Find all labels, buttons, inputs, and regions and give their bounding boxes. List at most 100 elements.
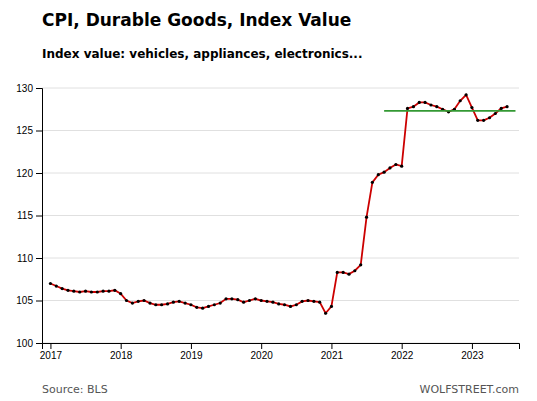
x-axis: 2017 2018 2019 2020 2021 2022 2023 xyxy=(40,343,520,361)
data-point xyxy=(166,302,169,305)
x-tick-mark xyxy=(331,343,332,349)
data-point xyxy=(465,93,468,96)
grid-line xyxy=(42,88,519,89)
data-point xyxy=(248,299,251,302)
data-point xyxy=(459,99,462,102)
y-tick-mark xyxy=(36,88,42,89)
x-tick-mark xyxy=(191,343,192,349)
grid xyxy=(42,88,519,343)
y-axis-line xyxy=(36,89,43,344)
data-point xyxy=(324,312,327,315)
data-point xyxy=(494,112,497,115)
data-point xyxy=(394,163,397,166)
data-point xyxy=(412,105,415,108)
x-tick-label: 2020 xyxy=(251,350,274,361)
grid-line xyxy=(42,173,519,174)
source-right: WOLFSTREET.com xyxy=(420,383,519,396)
data-point xyxy=(189,303,192,306)
y-tick-mark xyxy=(36,131,42,132)
x-tick: 2023 xyxy=(461,343,484,361)
data-point xyxy=(107,290,110,293)
data-point xyxy=(178,300,181,303)
data-point xyxy=(435,105,438,108)
data-point xyxy=(429,103,432,106)
data-point xyxy=(260,299,263,302)
y-tick-mark xyxy=(36,216,42,217)
data-point xyxy=(96,290,99,293)
y-tick: 100 xyxy=(16,338,42,349)
data-point xyxy=(359,263,362,266)
data-line xyxy=(50,95,507,313)
plot-area: 2017 2018 2019 2020 2021 2022 2023 100 105 110 115… xyxy=(16,83,519,361)
y-tick-mark xyxy=(36,258,42,259)
data-point xyxy=(336,271,339,274)
y-axis: 100 105 110 115 120 125 130 xyxy=(16,83,42,349)
y-tick-label: 105 xyxy=(16,295,33,306)
data-point xyxy=(423,101,426,104)
grid-line xyxy=(42,215,519,216)
x-tick: 2017 xyxy=(40,343,63,361)
data-point xyxy=(66,289,69,292)
data-point xyxy=(383,171,386,174)
x-tick-label: 2023 xyxy=(461,350,484,361)
grid-line xyxy=(42,130,519,131)
data-point xyxy=(142,299,145,302)
x-tick-mark xyxy=(402,343,403,349)
data-point xyxy=(388,166,391,169)
y-tick: 110 xyxy=(17,253,42,264)
data-point xyxy=(184,301,187,304)
y-tick-label: 110 xyxy=(17,253,33,264)
y-tick-label: 125 xyxy=(16,125,33,136)
data-point xyxy=(113,289,116,292)
data-point xyxy=(213,303,216,306)
data-point xyxy=(347,273,350,276)
data-point xyxy=(400,165,403,168)
y-tick-label: 120 xyxy=(16,168,33,179)
data-point xyxy=(306,299,309,302)
y-tick-label: 115 xyxy=(17,210,33,221)
data-point xyxy=(160,303,163,306)
data-point xyxy=(342,271,345,274)
data-point xyxy=(406,107,409,110)
data-point xyxy=(236,298,239,301)
reference-line xyxy=(384,110,515,112)
y-tick-label: 100 xyxy=(16,338,33,349)
data-point xyxy=(55,284,58,287)
x-tick-label: 2022 xyxy=(391,350,414,361)
data-point xyxy=(505,105,508,108)
data-point xyxy=(230,297,233,300)
data-point xyxy=(84,290,87,293)
y-tick: 125 xyxy=(16,125,42,136)
data-point xyxy=(353,269,356,272)
data-point xyxy=(172,301,175,304)
x-tick-mark xyxy=(50,343,51,349)
chart: CPI, Durable Goods, Index ValueIndex val… xyxy=(0,0,537,401)
x-tick-mark xyxy=(261,343,262,349)
y-tick-mark xyxy=(36,343,42,344)
data-point xyxy=(78,290,81,293)
x-axis-line xyxy=(43,344,520,350)
data-point xyxy=(488,116,491,119)
x-tick: 2019 xyxy=(180,343,203,361)
data-point xyxy=(476,119,479,122)
data-point xyxy=(61,287,64,290)
data-point xyxy=(330,305,333,308)
data-point xyxy=(224,297,227,300)
data-point xyxy=(371,181,374,184)
data-point xyxy=(201,307,204,310)
data-point xyxy=(154,303,157,306)
y-tick: 120 xyxy=(16,168,42,179)
x-tick-label: 2021 xyxy=(321,350,344,361)
data-point xyxy=(72,290,75,293)
x-tick-mark xyxy=(121,343,122,349)
data-point xyxy=(318,301,321,304)
y-tick: 130 xyxy=(16,83,42,94)
data-point xyxy=(242,301,245,304)
y-tick-mark xyxy=(36,173,42,174)
data-point xyxy=(470,106,473,109)
data-point xyxy=(148,301,151,304)
data-point xyxy=(277,302,280,305)
x-tick-label: 2018 xyxy=(110,350,133,361)
y-tick: 115 xyxy=(17,210,42,221)
data-point xyxy=(90,290,93,293)
